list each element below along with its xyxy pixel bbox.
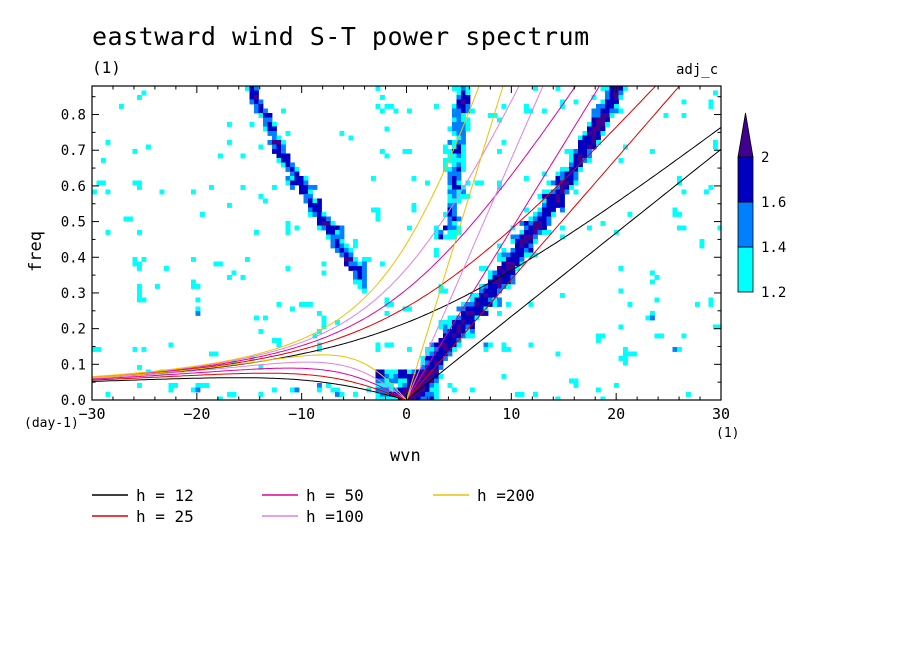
legend-label: h = 50 bbox=[306, 486, 364, 505]
legend: h = 12 h = 25 h = 50 h =100 h =200 bbox=[92, 486, 535, 526]
legend-label: h =100 bbox=[306, 507, 364, 526]
x-tick-label: −20 bbox=[183, 405, 210, 423]
chart-subtitle-left: (1) bbox=[92, 58, 121, 77]
colorbar-extend-arrow bbox=[737, 112, 754, 158]
colorbar-segment bbox=[737, 156, 754, 203]
y-tick-label: 0.4 bbox=[61, 250, 86, 266]
ig-curve-h25 bbox=[92, 86, 657, 378]
legend-label: h = 25 bbox=[136, 507, 194, 526]
y-tick-label: 0.6 bbox=[61, 179, 86, 195]
y-tick-label: 0.7 bbox=[61, 143, 86, 159]
chart-subtitle-right: adj_c bbox=[676, 62, 719, 78]
ig-curve-h12 bbox=[92, 126, 721, 379]
colorbar-segment bbox=[737, 201, 754, 248]
legend-label: h =200 bbox=[477, 486, 535, 505]
rossby-curve-h50 bbox=[92, 367, 407, 400]
y-tick-label: 0.2 bbox=[61, 322, 86, 338]
kelvin-curve-h50 bbox=[406, 86, 601, 400]
legend-label: h = 12 bbox=[136, 486, 194, 505]
colorbar-segment bbox=[737, 246, 754, 293]
x-tick-label: 30 bbox=[712, 405, 730, 423]
kelvin-curve-h12 bbox=[406, 148, 721, 400]
ig-curve-h50 bbox=[92, 86, 577, 378]
ig-curve-h100 bbox=[92, 86, 520, 378]
y-tick-label: 0.3 bbox=[61, 286, 86, 302]
x-axis-unit-left: (day-1) bbox=[24, 416, 79, 431]
spectrum-field bbox=[92, 86, 721, 400]
axes: −30 −20 −10 0 10 20 30 0.0 0.1 0.2 0.3 0.4 0.5 0.6 0.7… bbox=[61, 86, 730, 423]
x-tick-label: −10 bbox=[288, 405, 315, 423]
x-tick-label: −30 bbox=[78, 405, 105, 423]
ig-curve-h200 bbox=[92, 86, 480, 378]
colorbar-label: 2 bbox=[761, 150, 769, 166]
colorbar-label: 1.4 bbox=[761, 240, 786, 256]
y-tick-label: 0.0 bbox=[61, 393, 86, 409]
x-tick-label: 0 bbox=[402, 405, 411, 423]
y-tick-label: 0.5 bbox=[61, 215, 86, 231]
chart-title: eastward wind S-T power spectrum bbox=[92, 22, 590, 51]
y-tick-label: 0.1 bbox=[61, 357, 86, 373]
rossby-curve-h12 bbox=[92, 377, 407, 400]
dispersion-curves bbox=[92, 86, 721, 400]
x-axis-unit-right: (1) bbox=[716, 426, 740, 441]
x-axis-label: wvn bbox=[390, 446, 421, 466]
y-tick-label: 0.8 bbox=[61, 108, 86, 124]
x-tick-label: 20 bbox=[607, 405, 625, 423]
rossby-curve-h100 bbox=[92, 361, 407, 400]
colorbar: 1.2 1.4 1.6 2 bbox=[737, 112, 786, 301]
kelvin-curve-h25 bbox=[406, 86, 681, 400]
rossby-curve-h25 bbox=[92, 372, 407, 400]
kelvin-curve-h100 bbox=[406, 86, 544, 400]
kelvin-curve-h200 bbox=[406, 86, 504, 400]
colorbar-label: 1.6 bbox=[761, 195, 786, 211]
colorbar-label: 1.2 bbox=[761, 285, 786, 301]
x-tick-label: 10 bbox=[502, 405, 520, 423]
rossby-curve-h200 bbox=[92, 354, 407, 400]
